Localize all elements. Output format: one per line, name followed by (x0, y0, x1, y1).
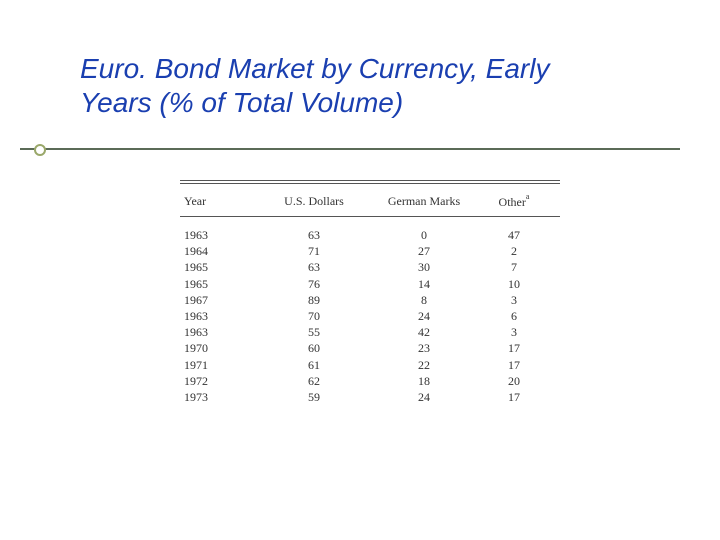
table-cell: 1963 (180, 227, 254, 243)
table-row: 196471272 (180, 243, 560, 259)
table-cell: 76 (254, 276, 374, 292)
table-cell: 63 (254, 259, 374, 275)
slide: Euro. Bond Market by Currency, Early Yea… (0, 0, 720, 540)
table-cell: 70 (254, 308, 374, 324)
table-header-year: Year (180, 194, 254, 210)
table-cell: 0 (374, 227, 474, 243)
table-cell: 1965 (180, 276, 254, 292)
table-cell: 8 (374, 292, 474, 308)
table-cell: 71 (254, 243, 374, 259)
table-cell: 27 (374, 243, 474, 259)
table-row: 196563307 (180, 259, 560, 275)
table-cell: 1963 (180, 308, 254, 324)
table-cell: 59 (254, 389, 374, 405)
table-cell: 1972 (180, 373, 254, 389)
table-cell: 1970 (180, 340, 254, 356)
table-header-other-superscript: a (526, 192, 530, 201)
table-rule-mid (180, 216, 560, 217)
table-cell: 60 (254, 340, 374, 356)
table-cell: 17 (474, 357, 554, 373)
table-cell: 10 (474, 276, 554, 292)
table-row: 1970602317 (180, 340, 560, 356)
table-cell: 3 (474, 324, 554, 340)
table-row: 196370246 (180, 308, 560, 324)
table-cell: 22 (374, 357, 474, 373)
table-cell: 14 (374, 276, 474, 292)
table-rule-top1 (180, 180, 560, 181)
table-cell: 1967 (180, 292, 254, 308)
table-row: 1972621820 (180, 373, 560, 389)
table-cell: 47 (474, 227, 554, 243)
title-underline (20, 148, 680, 150)
table-cell: 63 (254, 227, 374, 243)
table-header-dm: German Marks (374, 194, 474, 210)
table-row: 1965761410 (180, 276, 560, 292)
table-cell: 3 (474, 292, 554, 308)
table-cell: 55 (254, 324, 374, 340)
slide-title-line2: Years (% of Total Volume) (80, 87, 403, 118)
table-cell: 30 (374, 259, 474, 275)
table-cell: 23 (374, 340, 474, 356)
table-rule-top2 (180, 183, 560, 184)
table-header-row: Year U.S. Dollars German Marks Othera (180, 194, 560, 210)
table-cell: 1965 (180, 259, 254, 275)
table-cell: 1973 (180, 389, 254, 405)
table-row: 196363047 (180, 227, 560, 243)
table-cell: 1971 (180, 357, 254, 373)
table-cell: 42 (374, 324, 474, 340)
table-cell: 20 (474, 373, 554, 389)
table-cell: 17 (474, 340, 554, 356)
table-cell: 24 (374, 308, 474, 324)
table-cell: 24 (374, 389, 474, 405)
table-cell: 1963 (180, 324, 254, 340)
table-cell: 6 (474, 308, 554, 324)
table-cell: 2 (474, 243, 554, 259)
table-cell: 61 (254, 357, 374, 373)
table-cell: 18 (374, 373, 474, 389)
bullet-icon (34, 144, 46, 156)
table-cell: 1964 (180, 243, 254, 259)
data-table: Year U.S. Dollars German Marks Othera 19… (180, 180, 560, 405)
table-header-other-label: Other (499, 195, 526, 209)
table-cell: 7 (474, 259, 554, 275)
table-cell: 17 (474, 389, 554, 405)
table-row: 196355423 (180, 324, 560, 340)
table-row: 19678983 (180, 292, 560, 308)
table-row: 1971612217 (180, 357, 560, 373)
table-header-usd: U.S. Dollars (254, 194, 374, 210)
slide-title-line1: Euro. Bond Market by Currency, Early (80, 53, 549, 84)
slide-title: Euro. Bond Market by Currency, Early Yea… (80, 52, 660, 119)
table-body: 1963630471964712721965633071965761410196… (180, 227, 560, 405)
table-cell: 62 (254, 373, 374, 389)
table-header-other: Othera (474, 194, 554, 210)
table-row: 1973592417 (180, 389, 560, 405)
table-cell: 89 (254, 292, 374, 308)
